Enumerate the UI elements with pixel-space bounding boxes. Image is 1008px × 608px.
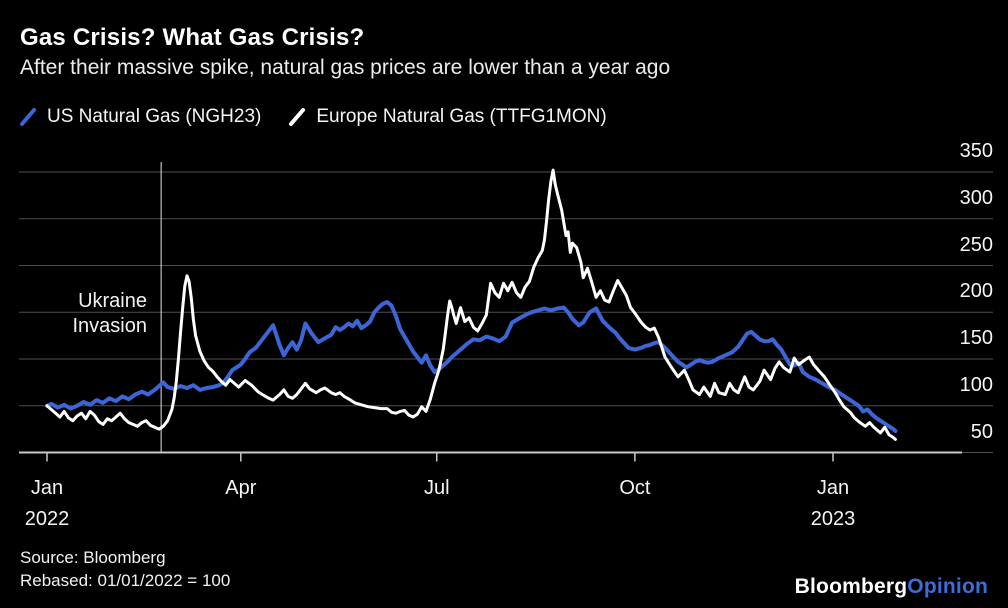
logo-bloomberg: Bloomberg	[794, 575, 908, 598]
legend-label-us: US Natural Gas (NGH23)	[47, 106, 262, 127]
white-slash-icon	[289, 108, 306, 126]
source-line: Source: Bloomberg	[20, 548, 166, 567]
bloomberg-opinion-logo: BloombergOpinion	[795, 575, 988, 599]
x-axis-label: Jan 2023	[810, 477, 856, 530]
us-gas-line	[45, 300, 898, 433]
y-axis-label: 250	[959, 233, 993, 256]
annotation-line1: Ukraine	[78, 290, 147, 312]
source-note: Source: Bloomberg Rebased: 01/01/2022 = …	[20, 546, 230, 592]
page-subtitle: After their massive spike, natural gas p…	[20, 56, 671, 79]
y-axis-label: 150	[959, 327, 993, 349]
blue-slash-icon	[20, 108, 36, 126]
annotation-line2: Invasion	[72, 315, 148, 337]
y-axis-label: 100	[959, 373, 993, 396]
legend-item-europe: Europe Natural Gas (TTFG1MON)	[287, 106, 607, 128]
legend-label-europe: Europe Natural Gas (TTFG1MON)	[316, 106, 607, 127]
legend-item-us: US Natural Gas (NGH23)	[18, 106, 261, 128]
x-axis-label: Jan 2022	[24, 477, 70, 530]
y-axis-label: 350	[959, 140, 993, 162]
x-axis-label: Oct	[619, 477, 651, 499]
ukraine-invasion-annotation: Ukraine Invasion	[73, 289, 148, 339]
page-title: Gas Crisis? What Gas Crisis?	[20, 24, 365, 51]
x-axis-label: Apr	[225, 477, 257, 499]
y-axis-label: 300	[959, 186, 993, 209]
legend: US Natural Gas (NGH23) Europe Natural Ga…	[18, 106, 607, 128]
europe-gas-line	[45, 168, 897, 441]
logo-opinion: Opinion	[907, 575, 988, 598]
y-axis-label: 200	[959, 280, 993, 303]
x-axis-label: Jul	[423, 477, 450, 499]
data-series	[45, 168, 898, 441]
x-axis-ticks	[46, 452, 834, 462]
y-axis-label: 50	[970, 420, 993, 443]
rebase-line: Rebased: 01/01/2022 = 100	[20, 571, 231, 590]
